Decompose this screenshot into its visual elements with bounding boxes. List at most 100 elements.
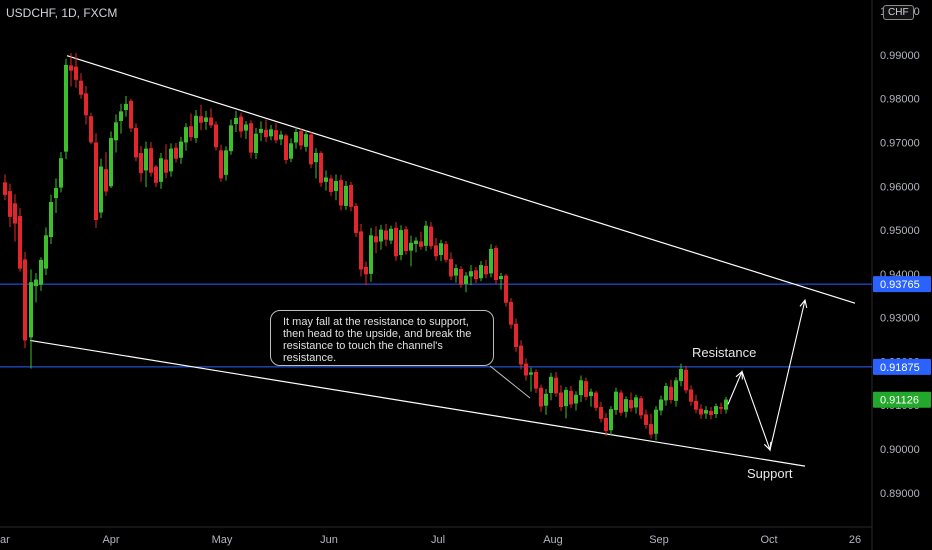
candle <box>199 104 203 131</box>
candle-body <box>434 245 438 257</box>
candle-body <box>94 142 98 220</box>
candle-body <box>274 130 278 141</box>
candle-body <box>564 389 568 407</box>
candle-body <box>179 141 183 158</box>
candle <box>174 142 178 163</box>
candle-body <box>289 143 293 159</box>
candle-body <box>539 387 543 407</box>
projection-arrowhead <box>735 370 743 380</box>
candle <box>524 358 528 381</box>
candle-body <box>184 127 188 143</box>
candle <box>609 406 613 436</box>
candle-body <box>614 391 618 411</box>
candle-body <box>419 241 423 247</box>
candle <box>339 174 343 211</box>
candle-body <box>364 266 368 275</box>
candle <box>644 409 648 429</box>
candle <box>294 126 298 149</box>
candle-body <box>219 150 223 179</box>
candle <box>399 225 403 261</box>
candle <box>34 272 38 303</box>
candle <box>124 96 128 117</box>
candle <box>409 235 413 267</box>
candle-body <box>474 270 478 280</box>
candle-body <box>429 226 433 247</box>
candle <box>639 396 643 419</box>
candle <box>624 396 628 418</box>
level-badge-upper-bg <box>873 276 931 293</box>
candle <box>659 395 663 416</box>
candle-body <box>314 152 318 163</box>
candle-body <box>489 248 493 274</box>
candle <box>3 174 7 201</box>
candle-body <box>724 399 728 410</box>
candle <box>449 252 453 280</box>
candle-body <box>264 129 268 138</box>
candle-body <box>239 116 243 132</box>
candle <box>89 112 93 145</box>
candle <box>64 58 68 160</box>
candle-body <box>574 394 578 404</box>
candle <box>229 119 233 155</box>
candle <box>324 170 328 191</box>
candle-body <box>584 381 588 397</box>
candle-body <box>719 407 723 409</box>
candle-body <box>134 128 138 158</box>
symbol-title[interactable]: USDCHF, 1D, FXCM <box>6 6 118 20</box>
candle <box>284 133 288 164</box>
candle-body <box>23 259 27 341</box>
candle-body <box>559 392 563 408</box>
candle-body <box>569 390 573 405</box>
candle <box>109 131 113 189</box>
candle <box>419 231 423 250</box>
candle <box>539 384 543 412</box>
currency-badge[interactable]: CHF <box>883 5 914 20</box>
candle-body <box>679 368 683 382</box>
candle <box>394 222 398 261</box>
candle <box>529 367 533 392</box>
candle <box>164 144 168 179</box>
candle-body <box>499 276 503 280</box>
candle-body <box>34 279 38 287</box>
candle-body <box>654 409 658 434</box>
candle-body <box>459 269 463 285</box>
candle-body <box>59 158 63 188</box>
candle <box>329 174 333 196</box>
candle-body <box>484 265 488 275</box>
x-tick-label: Aug <box>543 534 563 546</box>
candle <box>99 158 103 219</box>
candle <box>134 123 138 162</box>
candle-body <box>379 229 383 242</box>
candle-body <box>99 166 103 213</box>
candle <box>84 85 88 125</box>
candle <box>709 407 713 420</box>
candle <box>594 390 598 411</box>
candle <box>474 266 478 284</box>
y-tick-label: 0.93000 <box>880 313 920 325</box>
time-axis[interactable]: ar Apr May Jun Jul Aug Sep Oct 26 <box>0 534 861 546</box>
candle-body <box>189 126 193 138</box>
candle <box>319 151 323 187</box>
candle <box>699 404 703 419</box>
candle <box>204 110 208 130</box>
candle <box>44 227 48 276</box>
candle-body <box>294 131 298 143</box>
candle <box>719 402 723 415</box>
candle <box>439 239 443 262</box>
candle-body <box>519 345 523 365</box>
candle-body <box>84 93 88 116</box>
candle <box>139 145 143 182</box>
last-price-badge-text: 0.91126 <box>880 395 919 407</box>
candle <box>549 372 553 401</box>
candle-body <box>409 242 413 251</box>
candle-body <box>3 182 7 196</box>
candle <box>494 245 498 285</box>
candle-body <box>694 400 698 410</box>
candle <box>534 369 538 393</box>
candle-body <box>649 424 653 435</box>
analysis-note[interactable]: It may fall at the resistance to support… <box>270 310 494 366</box>
candle <box>584 377 588 401</box>
candle <box>8 183 12 227</box>
candle-body <box>164 159 168 173</box>
candle <box>664 382 668 406</box>
